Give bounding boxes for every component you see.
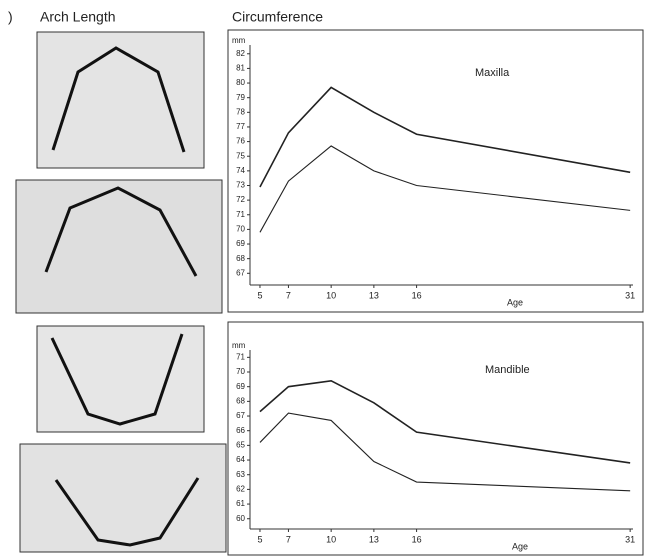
y-tick-label: 69 [236,239,245,248]
x-axis-label: Age [507,297,523,307]
y-tick-label: 64 [236,455,245,464]
cast-photos [15,31,227,553]
y-tick-label: 70 [236,367,245,376]
x-tick-label: 13 [369,534,379,544]
x-tick-label: 5 [257,290,262,300]
y-tick-label: 76 [236,137,245,146]
y-tick-label: 62 [236,484,245,493]
x-tick-label: 13 [369,290,379,300]
y-tick-label: 67 [236,411,245,420]
photo-maxilla-2 [15,179,223,314]
figure-mark: ) [8,9,13,25]
series-line [259,379,631,464]
x-tick-label: 7 [286,534,291,544]
y-axis-label: mm [232,36,246,45]
y-tick-label: 82 [236,49,245,58]
y-tick-label: 60 [236,514,245,523]
arch-line [50,333,184,426]
photo-mandible-2 [19,443,227,553]
x-tick-label: 16 [412,290,422,300]
y-tick-label: 71 [236,210,245,219]
y-tick-label: 77 [236,122,245,131]
arch-line [54,477,200,547]
y-tick-label: 79 [236,93,245,102]
y-tick-label: 80 [236,78,245,87]
series-line [259,412,631,492]
y-tick-label: 68 [236,396,245,405]
y-axis-label: mm [232,341,246,350]
chart-label: Maxilla [475,67,510,79]
x-tick-label: 10 [326,534,336,544]
y-tick-label: 66 [236,426,245,435]
x-tick-label: 7 [286,290,291,300]
y-tick-label: 75 [236,151,245,160]
arch-line [51,46,186,153]
x-axis-label: Age [512,541,528,551]
y-tick-label: 70 [236,224,245,233]
photo-mandible-1 [36,325,205,433]
arch-line [44,186,198,277]
y-tick-label: 63 [236,470,245,479]
left-title: Arch Length [40,9,116,25]
y-tick-label: 78 [236,107,245,116]
chart-label: Mandible [485,364,530,376]
y-tick-label: 68 [236,254,245,263]
y-tick-label: 71 [236,352,245,361]
y-tick-label: 67 [236,268,245,277]
y-tick-label: 81 [236,64,245,73]
y-tick-label: 69 [236,382,245,391]
y-tick-label: 74 [236,166,245,175]
y-tick-label: 65 [236,440,245,449]
x-tick-label: 10 [326,290,336,300]
chart-frame [227,29,644,313]
y-tick-label: 61 [236,499,245,508]
series-line [259,86,631,188]
photo-maxilla-1 [36,31,205,169]
y-tick-label: 72 [236,195,245,204]
y-tick-label: 73 [236,181,245,190]
series-line [259,145,631,233]
right-title: Circumference [232,9,323,25]
x-tick-label: 31 [625,534,635,544]
x-tick-label: 31 [625,290,635,300]
x-tick-label: 16 [412,534,422,544]
x-tick-label: 5 [257,534,262,544]
chart-frame [227,321,644,556]
